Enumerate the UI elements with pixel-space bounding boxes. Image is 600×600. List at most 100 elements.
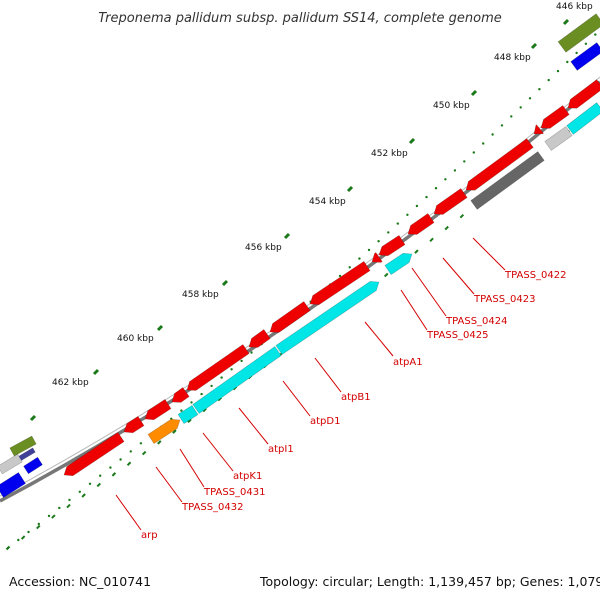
tick-dot <box>27 530 30 534</box>
tick-label: 460 kbp <box>117 334 154 344</box>
minor-tick <box>444 225 449 231</box>
tick-dot <box>230 368 233 371</box>
gene-cds <box>123 415 145 434</box>
leader-line <box>155 466 183 503</box>
tick-dot <box>500 124 504 127</box>
gene-cds <box>269 301 311 333</box>
tick-label: 456 kbp <box>245 243 282 253</box>
minor-tick <box>81 493 86 498</box>
tick-dot <box>491 133 494 136</box>
tick-dot <box>240 359 243 363</box>
tick-dot <box>415 204 419 208</box>
gene-atp <box>177 404 199 425</box>
gene-cyan <box>566 102 600 135</box>
gene-dark <box>470 151 545 210</box>
gene-olive <box>9 435 37 457</box>
minor-tick <box>187 418 192 424</box>
major-tick <box>530 42 538 50</box>
minor-tick <box>20 535 26 540</box>
leader-line <box>179 448 205 488</box>
gene-gray <box>0 453 23 475</box>
tick-dot <box>367 248 371 252</box>
tick-dot <box>377 240 380 243</box>
tick-dot <box>444 178 447 181</box>
tick-dot <box>434 187 438 190</box>
label-leaders <box>115 237 506 531</box>
major-tick <box>221 279 229 287</box>
tick-dot <box>482 142 485 145</box>
tick-dot <box>119 458 122 461</box>
minor-tick <box>36 524 41 530</box>
major-tick <box>92 368 100 376</box>
gene-cds <box>378 234 406 257</box>
tick-label: 450 kbp <box>433 101 470 111</box>
gene-atp <box>384 252 413 276</box>
tick-dot <box>348 266 351 269</box>
tick-dot <box>37 522 40 526</box>
tick-dot <box>210 384 213 388</box>
gene-label-arp[interactable]: arp <box>141 530 158 541</box>
map-title: Treponema pallidum subsp. pallidum SS14,… <box>98 11 502 26</box>
leader-line <box>115 494 142 531</box>
minor-tick <box>96 482 101 488</box>
gene-label-atpk1[interactable]: atpK1 <box>233 471 262 482</box>
gene-label-tpass-0424[interactable]: TPASS_0424 <box>445 316 507 327</box>
major-tick <box>346 185 354 193</box>
gene-label-atpb1[interactable]: atpB1 <box>341 392 371 403</box>
tick-ring <box>5 18 600 551</box>
gene-label-tpass-0425[interactable]: TPASS_0425 <box>426 330 488 341</box>
gene-blue <box>0 472 26 498</box>
backbone-highlight <box>0 76 600 497</box>
minor-tick <box>157 440 162 445</box>
gene-cds <box>171 387 190 403</box>
tick-dot <box>129 450 132 453</box>
tick-dot <box>68 498 71 502</box>
major-tick <box>408 137 416 145</box>
major-tick <box>156 324 164 332</box>
gene-label-tpass-0423[interactable]: TPASS_0423 <box>473 294 535 305</box>
tick-label: 448 kbp <box>494 53 531 63</box>
minor-tick <box>383 272 389 278</box>
gene-arp <box>63 431 125 477</box>
tick-dot <box>200 392 203 396</box>
genome-backbone <box>0 76 600 503</box>
gene-label-tpass-0432[interactable]: TPASS_0432 <box>181 502 243 513</box>
gene-cds <box>433 188 468 215</box>
minor-tick <box>459 213 465 219</box>
tick-dot <box>220 376 223 379</box>
accession-text: Accession: NC_010741 <box>9 574 152 589</box>
minor-tick <box>5 545 11 551</box>
gene-label-tpass-0422[interactable]: TPASS_0422 <box>504 270 566 281</box>
gene-tpass-0431 <box>147 418 181 445</box>
tick-dot <box>510 115 513 118</box>
gene-label-atpd1[interactable]: atpD1 <box>310 416 340 427</box>
tick-dot <box>519 106 522 109</box>
minor-tick <box>172 429 177 434</box>
major-tick <box>470 89 478 97</box>
tick-dot <box>594 33 597 36</box>
gene-cds <box>144 398 172 421</box>
gene-cds <box>371 252 383 263</box>
leader-line <box>364 321 394 357</box>
tick-dot <box>453 169 457 172</box>
tick-dot <box>139 442 143 445</box>
leader-line <box>442 257 475 295</box>
gene-label-atpa1[interactable]: atpA1 <box>393 357 423 368</box>
gene-atp <box>192 346 282 414</box>
tick-dot <box>190 401 193 404</box>
leader-line <box>238 407 269 445</box>
tick-labels: 446 kbp 448 kbp 450 kbp 452 kbp 454 kbp … <box>52 2 593 388</box>
tick-dot <box>575 51 578 55</box>
tick-dot <box>396 222 399 225</box>
major-tick <box>562 18 570 26</box>
gene-cds <box>540 105 570 129</box>
gene-blue <box>570 42 600 71</box>
tick-dot <box>88 482 92 485</box>
tick-label: 458 kbp <box>182 290 219 300</box>
gene-features <box>0 13 600 498</box>
tick-dot <box>250 351 253 354</box>
gene-cds <box>248 329 271 348</box>
backbone-arc <box>0 80 600 503</box>
gene-label-tpass-0431[interactable]: TPASS_0431 <box>203 487 265 498</box>
gene-label-atpi1[interactable]: atpI1 <box>268 444 294 455</box>
